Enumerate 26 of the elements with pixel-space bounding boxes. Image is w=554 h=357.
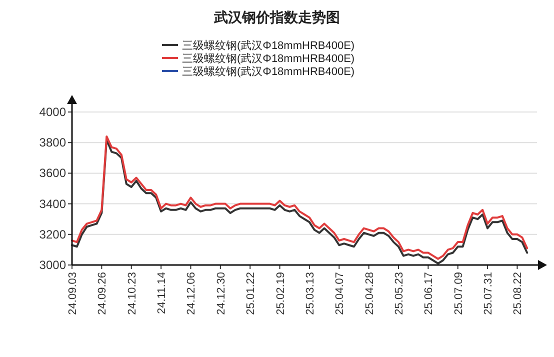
x-tick-label: 25.08.22 [512,272,524,315]
x-tick-label: 25.04.28 [364,272,376,315]
x-tick-label: 25.07.31 [482,272,495,315]
y-tick-label: 3600 [39,166,66,180]
y-tick-label: 3400 [39,196,66,211]
legend-label: 三级螺纹钢(武汉Φ18mmHRB400E) [182,39,355,52]
x-tick-label: 25.04.07 [334,272,346,315]
x-tick-label: 25.01.22 [245,272,258,315]
chart-title: 武汉钢价指数走势图 [213,9,340,25]
x-tick-label: 25.02.19 [274,272,287,315]
x-tick-label: 25.07.09 [452,272,465,315]
x-tick-label: 25.06.17 [423,272,436,315]
x-tick-label: 25.03.13 [304,272,316,315]
x-tick-label: 24.09.03 [67,272,79,315]
y-tick-label: 3800 [39,136,66,150]
y-tick-label: 4000 [39,105,66,119]
y-tick-label: 3200 [39,227,66,242]
x-tick-label: 24.12.06 [186,272,198,315]
legend-label: 三级螺纹钢(武汉Φ18mmHRB400E) [182,65,355,78]
y-tick-label: 3000 [39,258,66,272]
x-tick-label: 25.05.23 [393,272,406,315]
legend-label: 三级螺纹钢(武汉Φ18mmHRB400E) [182,52,355,65]
x-tick-label: 24.10.23 [126,272,138,315]
x-tick-label: 24.12.30 [215,272,228,315]
x-tick-label: 24.11.14 [156,272,168,314]
x-tick-label: 24.09.26 [96,272,109,315]
